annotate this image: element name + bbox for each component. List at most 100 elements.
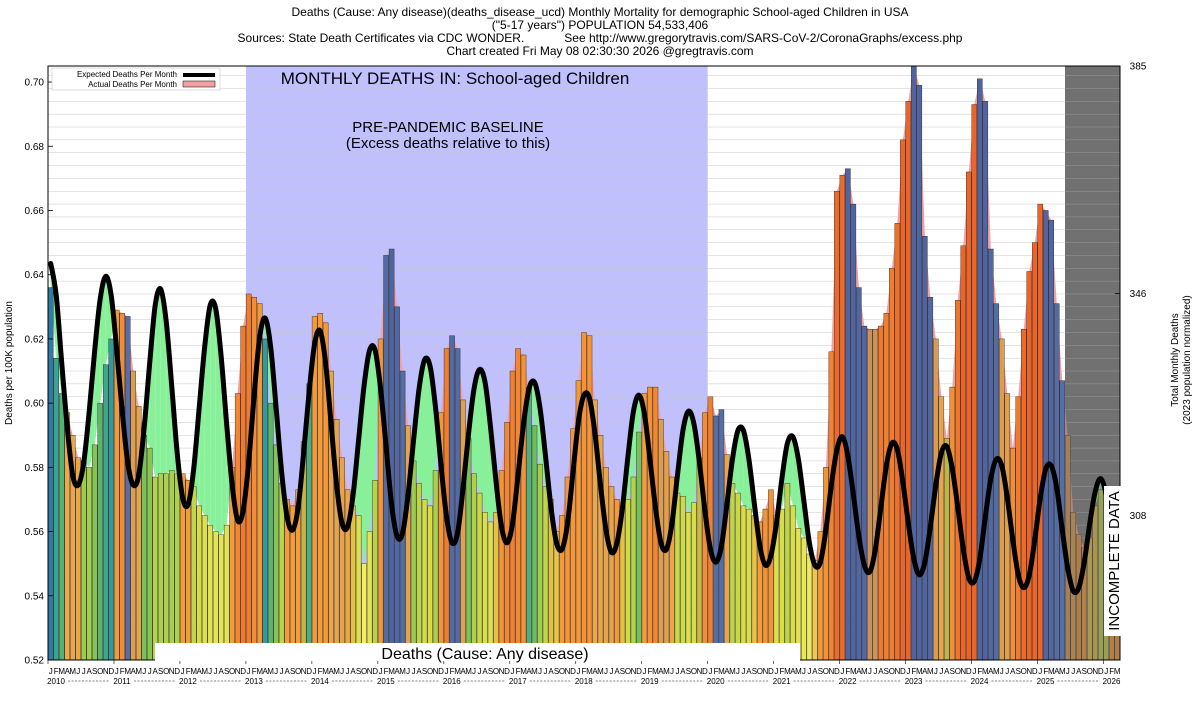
bar [328,370,334,660]
excess-fill-below [638,395,643,433]
bar [966,171,972,660]
bar [564,476,571,660]
month-tick-label: M [861,667,868,676]
month-tick-label: N [828,667,834,676]
month-tick-label: D [504,667,510,676]
month-tick-label: J [774,667,778,676]
y-tick-label: 0.70 [25,78,45,89]
header-line-1: Deaths (Cause: Any disease)(deaths_disea… [291,5,909,19]
month-tick-label: F [713,667,718,676]
month-tick-label: D [438,667,444,676]
month-tick-label: J [148,667,152,676]
bar [944,438,950,660]
bar [487,521,494,660]
bar [850,203,857,660]
month-tick-label: J [802,667,806,676]
bar [993,303,1000,660]
month-tick-label: O [1021,667,1027,676]
y-tick-label: 0.54 [25,591,45,602]
bar [350,505,356,660]
year-tick-label: 2018 [575,677,593,686]
month-tick-label: J [274,667,278,676]
month-tick-label: A [131,667,137,676]
year-tick-label: 2017 [509,677,527,686]
bar [152,476,158,660]
month-tick-label: M [201,667,208,676]
bar [130,370,136,660]
bar [1043,210,1049,660]
month-tick-label: A [350,667,356,676]
month-tick-label: N [499,667,505,676]
bar [1037,203,1044,660]
month-tick-label: A [790,667,796,676]
month-tick-label: J [939,667,943,676]
bar [537,463,543,660]
month-tick-label: A [197,667,203,676]
bar [218,534,224,660]
month-tick-label: A [724,667,730,676]
month-tick-label: N [1092,667,1098,676]
excess-fill-below [474,369,480,494]
month-tick-label: S [686,667,691,676]
bar [174,473,180,660]
month-tick-label: A [1010,667,1016,676]
bar [729,483,736,660]
bar [801,537,807,660]
bar [680,496,686,660]
month-tick-label: D [570,667,576,676]
right-axis-label-2: (2023 population normalized) [1182,295,1193,425]
bar [273,444,279,660]
month-tick-label: J [736,667,740,676]
year-tick-label: 2012 [179,677,197,686]
bar [59,393,65,660]
year-tick-label: 2019 [641,677,659,686]
bar [927,296,934,660]
y-tick-label: 0.58 [25,463,45,474]
month-tick-label: D [174,667,180,676]
month-tick-label: N [301,667,307,676]
bar [597,435,604,660]
bar [911,66,917,660]
month-tick-label: A [87,667,93,676]
month-tick-label: M [850,667,857,676]
month-tick-label: J [379,667,383,676]
month-tick-label: O [889,667,895,676]
bar [900,139,906,660]
baseline-sublabel: (Excess deaths relative to this) [346,135,550,152]
month-tick-label: F [516,667,521,676]
bar [784,483,791,660]
month-tick-label: J [478,667,482,676]
bar [251,296,257,660]
month-tick-label: F [845,667,850,676]
bar [713,415,719,660]
month-tick-label: O [97,667,103,676]
month-tick-label: J [741,667,745,676]
bar [1048,219,1055,660]
month-tick-label: A [658,667,664,676]
year-tick-label: 2016 [443,677,461,686]
bar [377,338,384,660]
bar [795,528,802,660]
month-tick-label: N [367,667,373,676]
month-tick-label: N [960,667,966,676]
month-tick-label: S [290,667,295,676]
month-tick-label: J [1066,667,1070,676]
y-tick-label: 0.60 [25,399,45,410]
bar [647,386,653,660]
month-tick-label: J [412,667,416,676]
bar [790,505,796,660]
month-tick-label: M [322,667,329,676]
month-tick-label: M [729,667,736,676]
month-tick-label: J [577,667,581,676]
year-tick-label: 2025 [1037,677,1055,686]
month-tick-label: F [186,667,191,676]
month-tick-label: M [58,667,65,676]
bar [746,508,752,660]
bar [108,338,114,660]
month-tick-label: A [1076,667,1082,676]
bar [625,499,631,660]
month-tick-label: O [757,667,763,676]
bar [685,512,692,660]
bar [872,329,879,660]
